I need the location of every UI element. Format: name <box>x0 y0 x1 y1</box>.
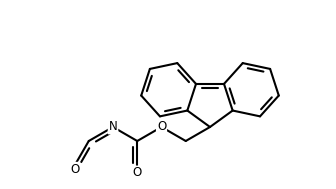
Text: O: O <box>157 121 166 133</box>
Text: O: O <box>133 167 142 180</box>
Text: O: O <box>70 163 79 176</box>
Text: N: N <box>109 121 117 133</box>
